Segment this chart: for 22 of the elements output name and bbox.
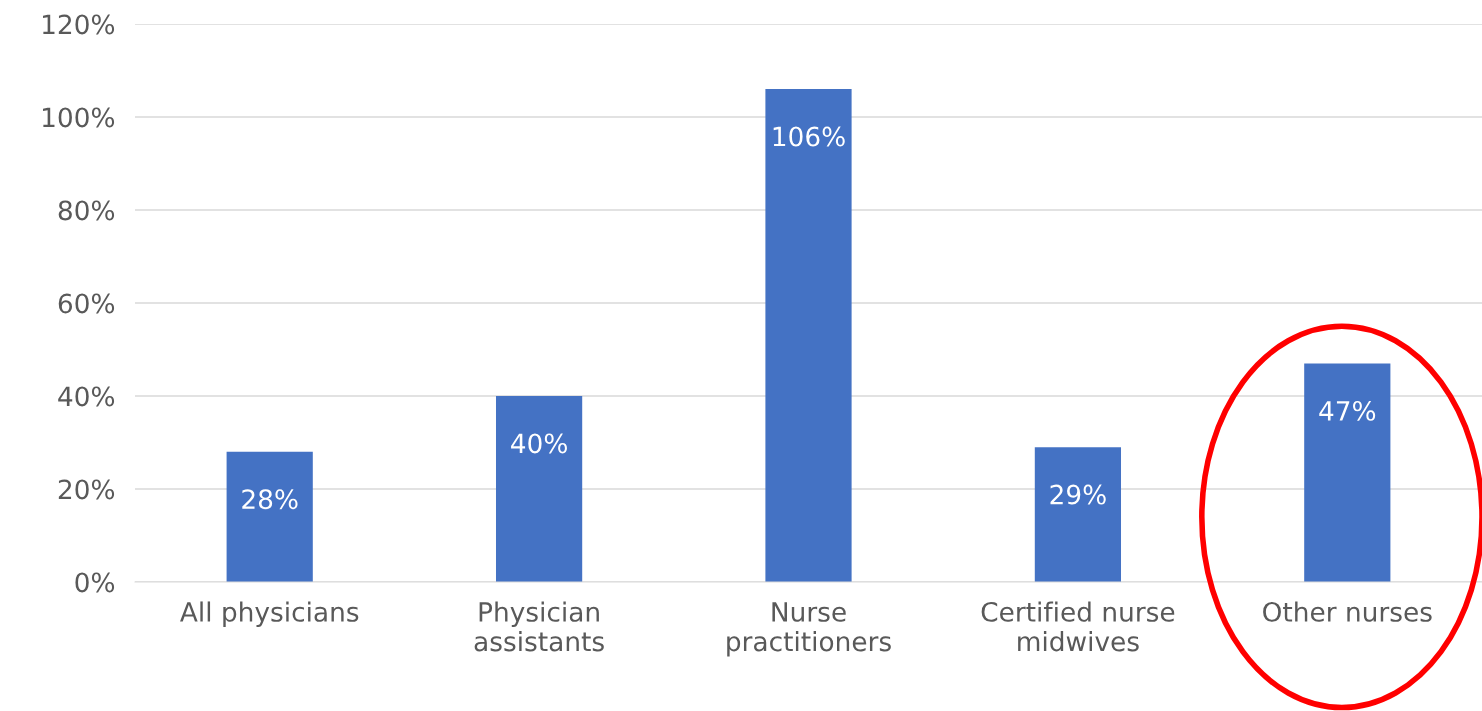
x-tick-label: Nurse practitioners (727, 602, 891, 657)
data-label: 106% (773, 126, 845, 147)
bar (765, 89, 852, 582)
bar (1304, 363, 1391, 582)
bar (496, 396, 583, 582)
bar (226, 451, 313, 582)
data-label: 47% (1319, 400, 1376, 421)
data-label: 28% (242, 489, 298, 510)
y-tick-label: 100% (43, 107, 115, 128)
y-tick-label: 60% (58, 293, 115, 314)
data-label: 40% (511, 433, 567, 454)
bar (1034, 447, 1121, 582)
data-label: 29% (1050, 484, 1106, 505)
x-tick-label: Other nurses (1263, 601, 1432, 622)
y-tick-label: 20% (58, 479, 115, 500)
x-tick-label: All physicians (180, 601, 359, 627)
x-tick-label: Certified nurse midwives (981, 601, 1175, 652)
y-tick-label: 40% (58, 386, 115, 407)
x-tick-label: Physician assistants (474, 601, 604, 652)
y-tick-label: 0% (75, 572, 115, 593)
y-tick-label: 120% (43, 14, 115, 35)
y-tick-label: 80% (58, 200, 115, 221)
